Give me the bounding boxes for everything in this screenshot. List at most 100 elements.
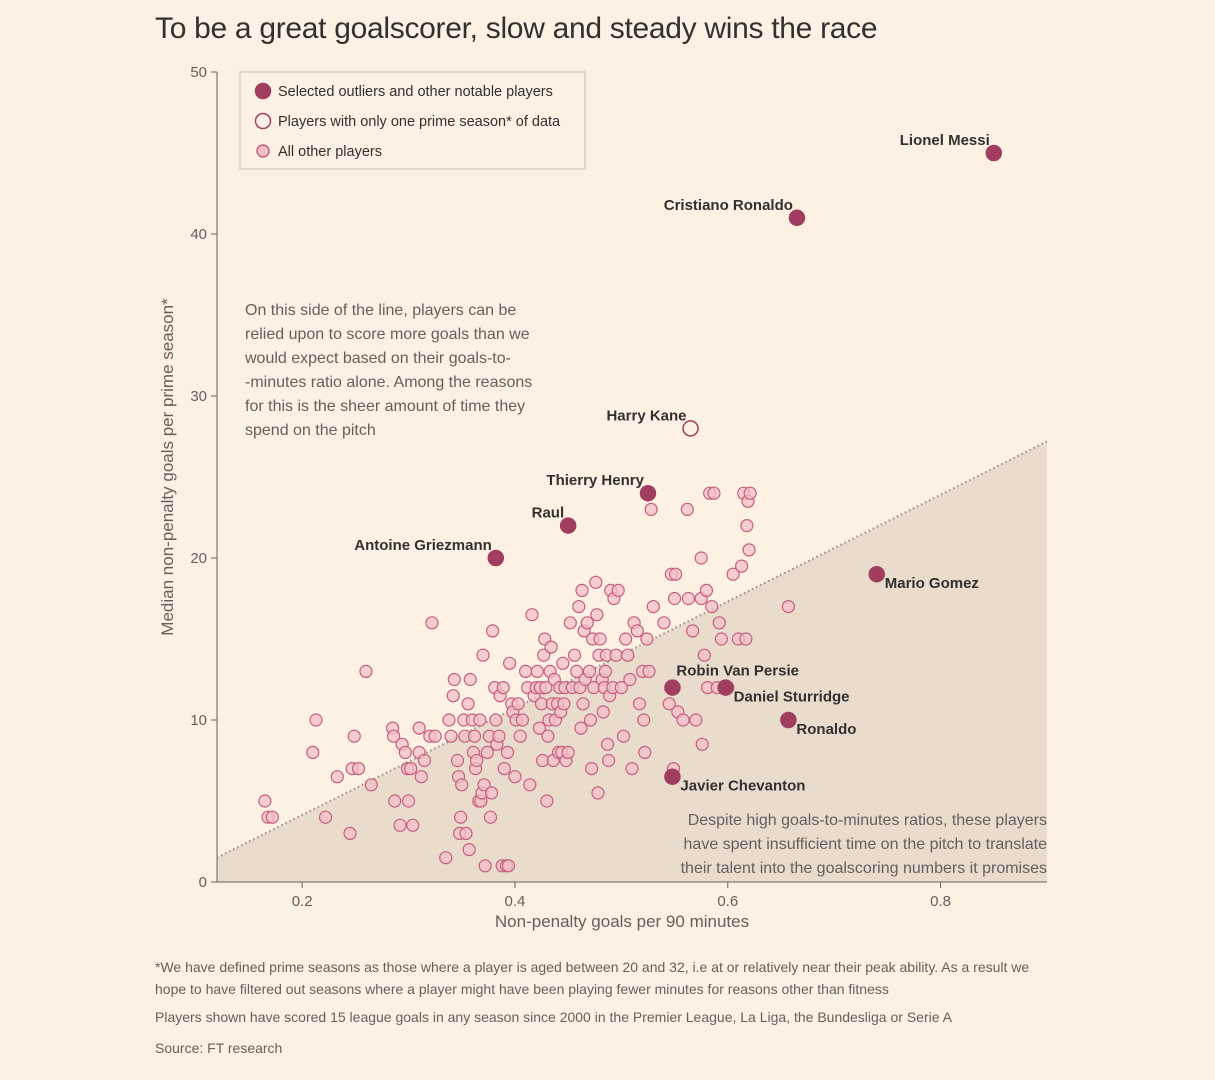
legend-swatch [256,144,270,158]
scatter-point [459,826,473,841]
scatter-point [500,745,515,760]
scatter-point [513,729,527,743]
highlight-point [868,565,885,583]
scatter-point [428,729,442,743]
scatter-point [508,770,522,784]
scatter-point [726,567,740,581]
point-label: Ronaldo [796,721,856,738]
scatter-point [544,640,558,654]
scatter-point [364,778,378,792]
scatter-point [330,770,344,784]
y-tick-label: 30 [190,388,207,405]
scatter-point [614,680,628,695]
scatter-point [705,599,719,614]
y-tick-label: 50 [190,64,207,81]
scatter-point [537,648,551,662]
footnote-selection: Players shown have scored 15 league goal… [155,1009,952,1025]
scatter-point [462,842,476,857]
highlight-point [985,144,1003,162]
scatter-point [351,761,366,776]
y-axis-label: Median non-penalty goals per prime seaso… [158,298,177,636]
scatter-point [630,624,644,638]
highlight-point [717,679,734,696]
footnote-source: Source: FT research [155,1040,283,1056]
scatter-point [580,616,594,630]
scatter-point [601,753,616,768]
scatter-point [567,648,582,662]
scatter-point [444,729,458,743]
scatter-point [781,599,796,614]
scatter-point [583,713,598,727]
point-label: Daniel Sturridge [734,689,850,706]
scatter-point [388,794,402,808]
scatter-point [570,664,584,679]
x-tick-label: 0.8 [930,893,951,910]
scatter-point [541,729,555,743]
scatter-point [609,648,623,662]
scatter-point [611,583,625,598]
scatter-point [593,632,607,646]
highlight-point [788,209,806,227]
scatter-point [393,818,407,832]
reference-line-path [216,440,1048,859]
scatter-point [575,583,589,598]
scatter-point [404,761,418,776]
scatter-point [473,713,487,727]
scatter-point [454,810,468,824]
x-axis-label: Non-penalty goals per 90 minutes [495,912,749,931]
scatter-point [489,713,503,727]
legend-swatch [254,82,272,100]
scatter-point [477,778,491,792]
scatter-point [309,713,323,727]
scatter-point [258,794,272,808]
scatter-point [589,575,603,589]
scatter-point [625,761,639,776]
scatter-point [532,721,547,735]
annotation-above-line: On this side of the line, players can be [245,302,516,319]
y-tick-label: 40 [190,226,207,243]
scatter-point [483,810,498,824]
highlight-point [682,420,699,437]
annotations: On this side of the line, players can be… [244,302,1047,877]
point-label: Thierry Henry [546,472,644,489]
scatter-point [686,624,700,638]
scatter-point [739,632,753,646]
scatter-point [657,616,671,630]
scatter-point [697,648,711,662]
scatter-point [590,608,604,622]
x-tick-label: 0.2 [292,893,313,910]
scatter-point [582,664,597,679]
point-label: Lionel Messi [900,132,990,149]
point-label: Harry Kane [606,407,686,424]
scatter-point [743,486,757,500]
scatter-point [557,697,571,711]
scatter-point [632,697,647,711]
highlight-point [487,549,505,567]
scatter-point [644,502,658,516]
point-label: Robin Van Persie [676,663,799,680]
scatter-point [621,648,635,662]
scatter-point [662,697,676,711]
scatter-point [712,616,726,630]
annotation-above-line: relied upon to score more goals than we [245,326,530,343]
chart-axes: 0 10 20 30 40 50 0.2 0.4 0.6 0.8 Non-penalty goals… [158,64,1047,931]
footnote-definition: *We have defined prime seasons as those … [155,959,1030,997]
scatter-point [576,697,590,711]
scatter-point [306,745,320,760]
scatter-point [425,616,439,630]
scatter-point [442,713,456,727]
scatter-point [417,753,432,768]
scatter-point [735,559,749,573]
highlight-point [639,484,657,502]
scatter-point [699,583,714,598]
point-label: Raul [532,505,565,522]
legend-box [239,71,586,170]
scatter-point [511,697,525,711]
scatter-point [480,745,494,760]
legend-swatch [254,112,272,130]
scatter-point [563,616,577,630]
scatter-point [484,786,499,800]
scatter-point [742,543,756,557]
annotation-above-line: spend on the pitch [245,422,376,439]
scatter-point [518,664,533,679]
